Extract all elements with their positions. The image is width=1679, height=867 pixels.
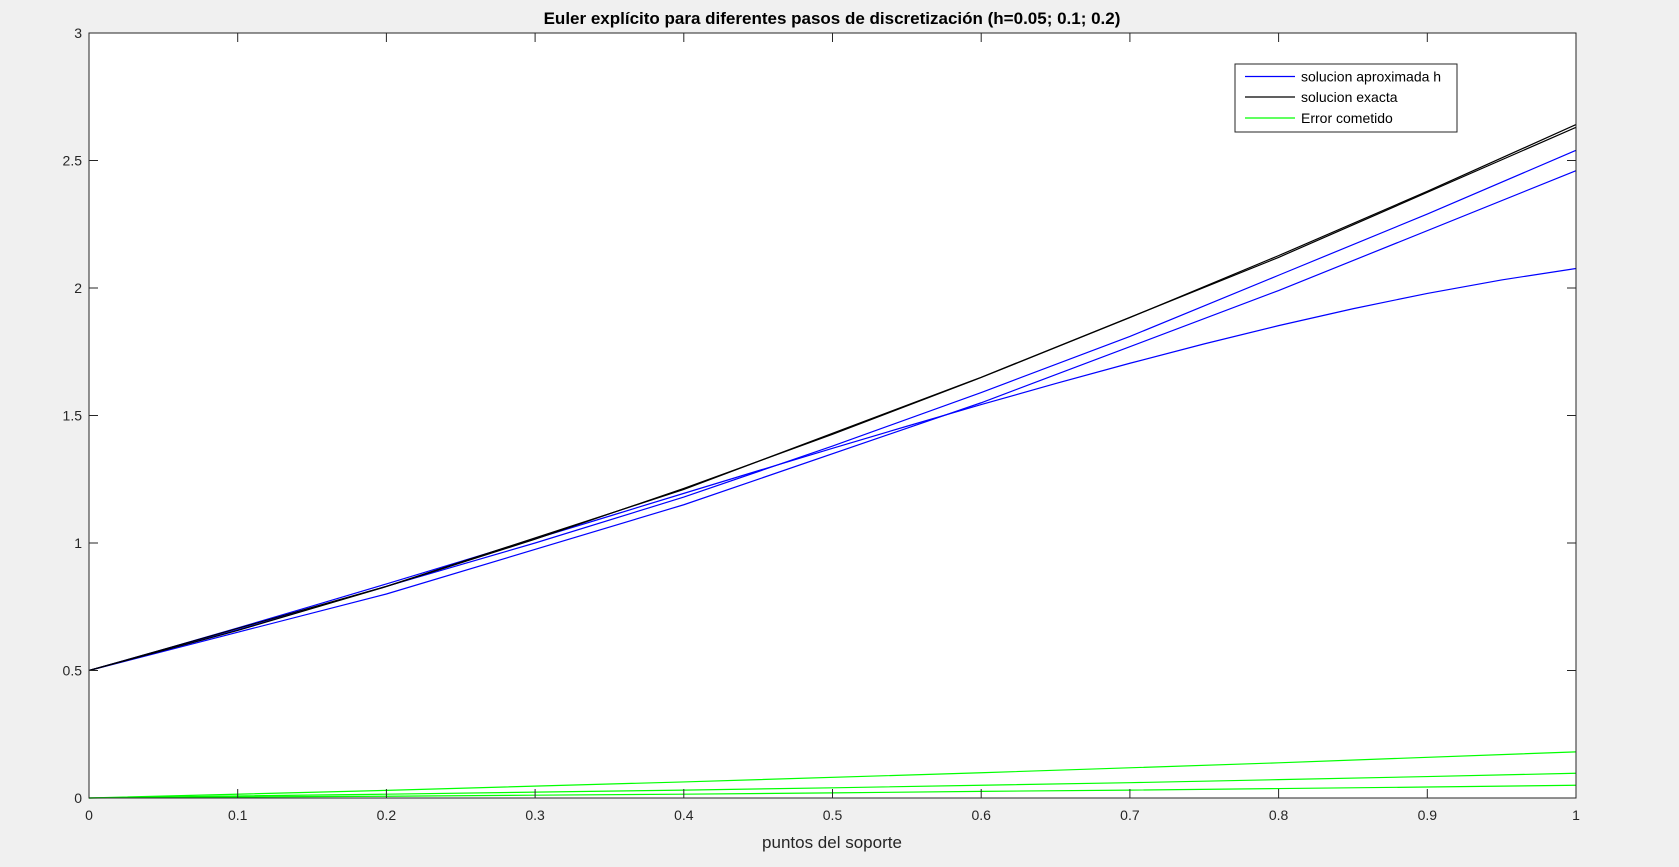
- y-tick-labels: 0 0.5 1 1.5 2 2.5 3: [63, 25, 83, 806]
- x-tick-label: 0.8: [1269, 807, 1289, 823]
- legend-label-approx: solucion aproximada h: [1301, 69, 1441, 85]
- x-tick-label: 1: [1572, 807, 1580, 823]
- series-line-approx-0: [88, 267, 1577, 672]
- x-tick-labels: 0 0.1 0.2 0.3 0.4 0.5 0.6 0.7 0.8 0.9 1: [85, 807, 1580, 823]
- y-tick-label: 1.5: [63, 408, 83, 424]
- series-line-approx-2: [88, 170, 1577, 672]
- x-tick-label: 0.1: [228, 807, 248, 823]
- series-line-error-6: [88, 772, 1577, 799]
- x-tick-label: 0.7: [1120, 807, 1140, 823]
- y-tick-label: 0: [74, 790, 82, 806]
- plot-area: [89, 33, 1576, 798]
- x-tick-label: 0.6: [971, 807, 991, 823]
- legend-label-exact: solucion exacta: [1301, 89, 1398, 105]
- y-tick-label: 0.5: [63, 663, 83, 679]
- x-tick-label: 0.4: [674, 807, 694, 823]
- legend: solucion aproximada h solucion exacta Er…: [1234, 63, 1458, 133]
- y-tick-label: 1: [74, 535, 82, 551]
- x-axis-label: puntos del soporte: [762, 833, 902, 852]
- x-tick-label: 0.9: [1418, 807, 1438, 823]
- chart-title: Euler explícito para diferentes pasos de…: [544, 9, 1121, 28]
- series-line-error-7: [88, 751, 1577, 799]
- legend-label-error: Error cometido: [1301, 110, 1393, 126]
- x-tick-label: 0.2: [377, 807, 397, 823]
- y-tick-label: 3: [74, 25, 82, 41]
- x-tick-label: 0.5: [823, 807, 843, 823]
- legend-box: [1234, 63, 1458, 133]
- x-tick-label: 0.3: [525, 807, 545, 823]
- ticks-layer: [88, 32, 1577, 799]
- y-tick-label: 2.5: [63, 153, 83, 169]
- series-line-exact-3: [88, 124, 1577, 672]
- series-line-exact-4: [88, 126, 1577, 672]
- x-tick-label: 0: [85, 807, 93, 823]
- y-tick-label: 2: [74, 280, 82, 296]
